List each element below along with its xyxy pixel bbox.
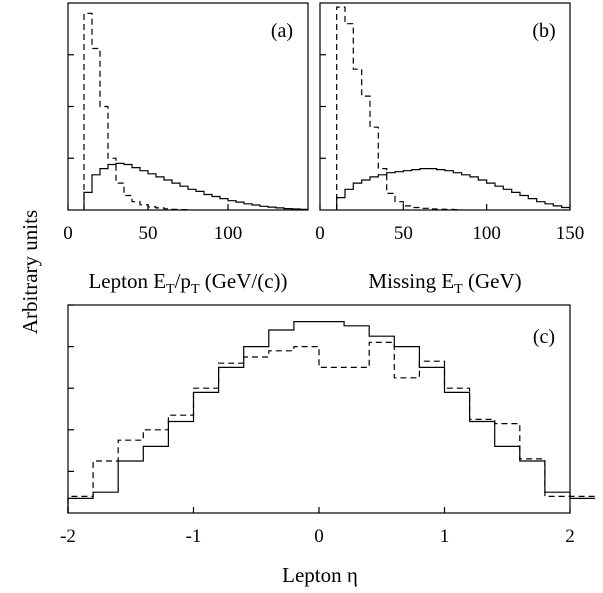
panel-b-x-tick-label-1: 50	[394, 223, 413, 244]
panel-b-dashed-histogram	[336, 6, 462, 211]
panel-b-solid-histogram	[336, 168, 570, 210]
panel-b-label: (b)	[532, 20, 555, 42]
panel-c-x-axis-label: Lepton η	[282, 563, 358, 587]
panel-a: Lepton ET/pT (GeV/(c)) 0 50 100 (a)	[63, 2, 309, 297]
panel-c: Lepton η -2 -1 0 1 2 (c)	[60, 304, 596, 587]
panel-a-x-axis-label: Lepton ET/pT (GeV/(c))	[88, 269, 287, 297]
panel-c-dashed-histogram	[67, 341, 596, 513]
panel-c-x-tick-label-3: 1	[440, 526, 450, 547]
panel-c-x-tick-label-1: -1	[186, 526, 202, 547]
panel-a-label: (a)	[271, 20, 293, 42]
panel-b-x-tick-label-3: 150	[556, 223, 585, 244]
panel-b-x-axis-label: Missing ET (GeV)	[368, 269, 521, 297]
panel-b: Missing ET (GeV) 0 50 100 150 (b)	[315, 2, 585, 297]
y-axis-label: Arbitrary units	[18, 210, 42, 334]
panel-a-x-tick-label-1: 50	[139, 223, 158, 244]
panel-b-x-tick-label-2: 100	[472, 223, 501, 244]
panel-c-x-tick-label-2: 0	[314, 526, 324, 547]
panel-a-x-tick-label-0: 0	[63, 223, 73, 244]
panel-c-x-tick-label-4: 2	[565, 526, 575, 547]
panel-c-frame	[67, 304, 571, 514]
panel-c-x-tick-label-0: -2	[60, 526, 76, 547]
panel-a-solid-histogram	[83, 162, 308, 210]
panel-b-x-tick-label-0: 0	[315, 223, 325, 244]
panel-c-solid-histogram	[67, 321, 596, 513]
panel-c-label: (c)	[533, 326, 555, 348]
panel-a-x-tick-label-2: 100	[214, 223, 243, 244]
panel-a-dashed-histogram	[83, 12, 188, 211]
